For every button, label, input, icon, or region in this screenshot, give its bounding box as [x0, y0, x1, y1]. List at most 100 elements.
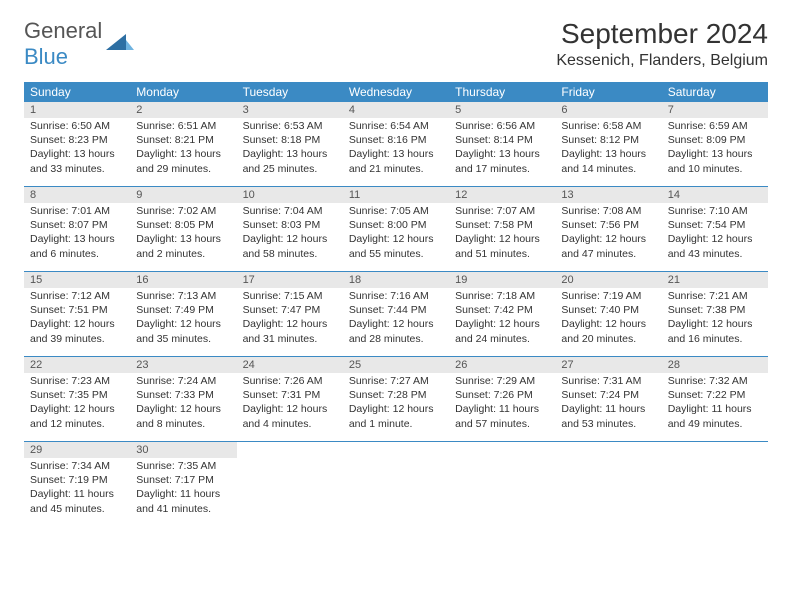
day-cell: 12Sunrise: 7:07 AMSunset: 7:58 PMDayligh…	[449, 187, 555, 271]
day-number: 17	[237, 272, 343, 288]
day-line-ss: Sunset: 7:58 PM	[455, 218, 549, 232]
day-line-d1: Daylight: 12 hours	[136, 317, 230, 331]
day-cell: 30Sunrise: 7:35 AMSunset: 7:17 PMDayligh…	[130, 442, 236, 526]
day-header-cell: Tuesday	[237, 82, 343, 102]
day-line-sr: Sunrise: 7:34 AM	[30, 459, 124, 473]
day-line-d1: Daylight: 11 hours	[136, 487, 230, 501]
day-cell: 27Sunrise: 7:31 AMSunset: 7:24 PMDayligh…	[555, 357, 661, 441]
day-line-sr: Sunrise: 7:27 AM	[349, 374, 443, 388]
day-line-d2: and 45 minutes.	[30, 502, 124, 516]
day-content: Sunrise: 7:05 AMSunset: 8:00 PMDaylight:…	[343, 203, 449, 265]
day-number: 29	[24, 442, 130, 458]
day-line-d2: and 1 minute.	[349, 417, 443, 431]
day-line-ss: Sunset: 8:12 PM	[561, 133, 655, 147]
day-number: 14	[662, 187, 768, 203]
day-content: Sunrise: 7:02 AMSunset: 8:05 PMDaylight:…	[130, 203, 236, 265]
day-number: 10	[237, 187, 343, 203]
day-line-sr: Sunrise: 7:29 AM	[455, 374, 549, 388]
day-cell: 3Sunrise: 6:53 AMSunset: 8:18 PMDaylight…	[237, 102, 343, 186]
day-cell: 15Sunrise: 7:12 AMSunset: 7:51 PMDayligh…	[24, 272, 130, 356]
day-content: Sunrise: 7:21 AMSunset: 7:38 PMDaylight:…	[662, 288, 768, 350]
day-cell: 2Sunrise: 6:51 AMSunset: 8:21 PMDaylight…	[130, 102, 236, 186]
day-line-d2: and 33 minutes.	[30, 162, 124, 176]
day-line-d2: and 20 minutes.	[561, 332, 655, 346]
day-cell: 20Sunrise: 7:19 AMSunset: 7:40 PMDayligh…	[555, 272, 661, 356]
day-cell: 21Sunrise: 7:21 AMSunset: 7:38 PMDayligh…	[662, 272, 768, 356]
day-line-d1: Daylight: 13 hours	[136, 147, 230, 161]
day-line-d1: Daylight: 12 hours	[349, 232, 443, 246]
day-line-sr: Sunrise: 7:18 AM	[455, 289, 549, 303]
day-number: 16	[130, 272, 236, 288]
day-cell: 18Sunrise: 7:16 AMSunset: 7:44 PMDayligh…	[343, 272, 449, 356]
day-line-ss: Sunset: 8:18 PM	[243, 133, 337, 147]
day-content: Sunrise: 7:35 AMSunset: 7:17 PMDaylight:…	[130, 458, 236, 520]
day-line-ss: Sunset: 7:38 PM	[668, 303, 762, 317]
title-block: September 2024 Kessenich, Flanders, Belg…	[556, 18, 768, 70]
day-number: 27	[555, 357, 661, 373]
day-line-ss: Sunset: 8:21 PM	[136, 133, 230, 147]
logo: General Blue	[24, 18, 134, 70]
day-line-ss: Sunset: 8:07 PM	[30, 218, 124, 232]
day-cell: 29Sunrise: 7:34 AMSunset: 7:19 PMDayligh…	[24, 442, 130, 526]
day-line-d1: Daylight: 13 hours	[668, 147, 762, 161]
day-line-sr: Sunrise: 7:23 AM	[30, 374, 124, 388]
day-line-d1: Daylight: 13 hours	[561, 147, 655, 161]
day-line-d2: and 10 minutes.	[668, 162, 762, 176]
location: Kessenich, Flanders, Belgium	[556, 52, 768, 70]
day-content: Sunrise: 7:24 AMSunset: 7:33 PMDaylight:…	[130, 373, 236, 435]
day-line-sr: Sunrise: 6:54 AM	[349, 119, 443, 133]
day-cell	[555, 442, 661, 526]
day-line-d2: and 28 minutes.	[349, 332, 443, 346]
day-number: 19	[449, 272, 555, 288]
day-line-sr: Sunrise: 7:07 AM	[455, 204, 549, 218]
day-cell	[237, 442, 343, 526]
day-line-ss: Sunset: 7:17 PM	[136, 473, 230, 487]
day-line-ss: Sunset: 8:16 PM	[349, 133, 443, 147]
week-row: 22Sunrise: 7:23 AMSunset: 7:35 PMDayligh…	[24, 357, 768, 442]
day-line-ss: Sunset: 8:09 PM	[668, 133, 762, 147]
day-line-d2: and 8 minutes.	[136, 417, 230, 431]
day-content: Sunrise: 7:32 AMSunset: 7:22 PMDaylight:…	[662, 373, 768, 435]
day-cell: 16Sunrise: 7:13 AMSunset: 7:49 PMDayligh…	[130, 272, 236, 356]
day-line-ss: Sunset: 7:44 PM	[349, 303, 443, 317]
day-line-d1: Daylight: 12 hours	[349, 402, 443, 416]
day-line-d2: and 14 minutes.	[561, 162, 655, 176]
day-line-d2: and 4 minutes.	[243, 417, 337, 431]
day-line-d1: Daylight: 13 hours	[243, 147, 337, 161]
day-line-d2: and 6 minutes.	[30, 247, 124, 261]
week-row: 29Sunrise: 7:34 AMSunset: 7:19 PMDayligh…	[24, 442, 768, 526]
day-line-d1: Daylight: 12 hours	[455, 317, 549, 331]
day-content: Sunrise: 6:59 AMSunset: 8:09 PMDaylight:…	[662, 118, 768, 180]
day-line-ss: Sunset: 7:24 PM	[561, 388, 655, 402]
day-content: Sunrise: 7:13 AMSunset: 7:49 PMDaylight:…	[130, 288, 236, 350]
day-cell: 13Sunrise: 7:08 AMSunset: 7:56 PMDayligh…	[555, 187, 661, 271]
day-content: Sunrise: 6:54 AMSunset: 8:16 PMDaylight:…	[343, 118, 449, 180]
day-line-d2: and 49 minutes.	[668, 417, 762, 431]
day-number: 4	[343, 102, 449, 118]
day-number: 1	[24, 102, 130, 118]
day-line-ss: Sunset: 8:00 PM	[349, 218, 443, 232]
day-line-d2: and 16 minutes.	[668, 332, 762, 346]
day-line-d1: Daylight: 12 hours	[668, 232, 762, 246]
day-line-ss: Sunset: 7:47 PM	[243, 303, 337, 317]
day-line-sr: Sunrise: 7:01 AM	[30, 204, 124, 218]
day-line-d2: and 39 minutes.	[30, 332, 124, 346]
day-cell: 17Sunrise: 7:15 AMSunset: 7:47 PMDayligh…	[237, 272, 343, 356]
day-cell: 23Sunrise: 7:24 AMSunset: 7:33 PMDayligh…	[130, 357, 236, 441]
day-number: 9	[130, 187, 236, 203]
day-line-d1: Daylight: 12 hours	[455, 232, 549, 246]
day-content: Sunrise: 6:58 AMSunset: 8:12 PMDaylight:…	[555, 118, 661, 180]
day-cell: 24Sunrise: 7:26 AMSunset: 7:31 PMDayligh…	[237, 357, 343, 441]
day-line-d2: and 57 minutes.	[455, 417, 549, 431]
day-cell: 7Sunrise: 6:59 AMSunset: 8:09 PMDaylight…	[662, 102, 768, 186]
day-content: Sunrise: 6:53 AMSunset: 8:18 PMDaylight:…	[237, 118, 343, 180]
day-line-d2: and 21 minutes.	[349, 162, 443, 176]
day-cell: 6Sunrise: 6:58 AMSunset: 8:12 PMDaylight…	[555, 102, 661, 186]
day-line-d2: and 43 minutes.	[668, 247, 762, 261]
day-line-ss: Sunset: 8:03 PM	[243, 218, 337, 232]
day-line-sr: Sunrise: 7:02 AM	[136, 204, 230, 218]
day-line-ss: Sunset: 7:35 PM	[30, 388, 124, 402]
day-line-sr: Sunrise: 6:58 AM	[561, 119, 655, 133]
day-line-d1: Daylight: 13 hours	[136, 232, 230, 246]
day-line-d2: and 2 minutes.	[136, 247, 230, 261]
